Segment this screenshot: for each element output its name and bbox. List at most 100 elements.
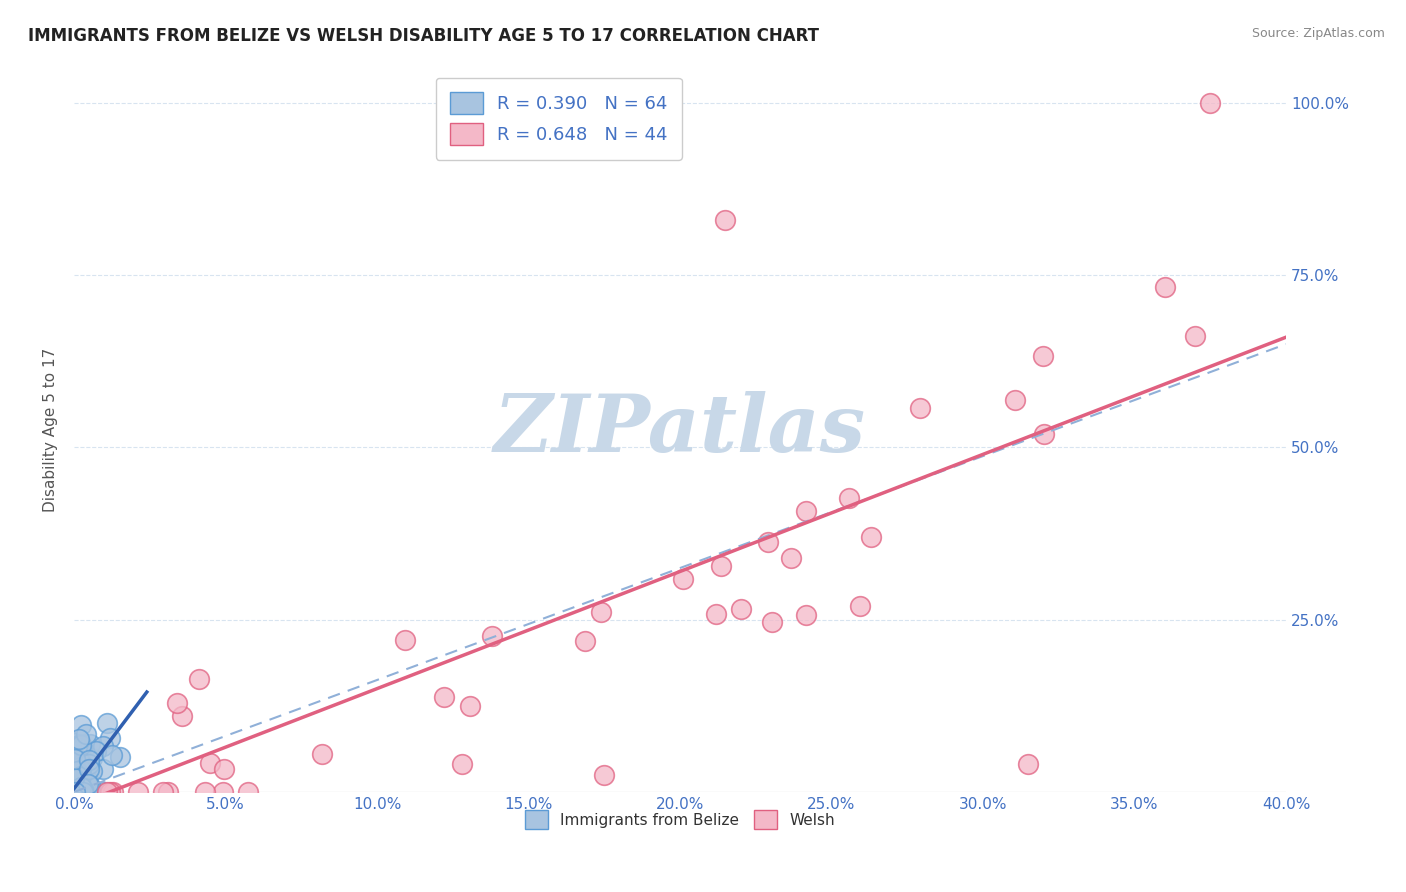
Point — [593, 768, 616, 782]
Point — [730, 601, 752, 615]
Point — [76, 785, 98, 799]
Point — [66, 773, 89, 788]
Point — [84, 744, 107, 758]
Text: IMMIGRANTS FROM BELIZE VS WELSH DISABILITY AGE 5 TO 17 CORRELATION CHART: IMMIGRANTS FROM BELIZE VS WELSH DISABILI… — [28, 27, 820, 45]
Point — [76, 776, 98, 790]
Point — [574, 633, 596, 648]
Point — [152, 785, 174, 799]
Point — [67, 753, 90, 767]
Point — [591, 605, 613, 619]
Point — [1184, 329, 1206, 343]
Point — [72, 785, 94, 799]
Point — [72, 773, 94, 788]
Point — [910, 401, 932, 415]
Point — [69, 764, 91, 778]
Point — [63, 783, 86, 797]
Point — [70, 774, 93, 789]
Point — [67, 732, 90, 747]
Point — [80, 764, 103, 779]
Point — [236, 785, 259, 799]
Point — [63, 785, 86, 799]
Point — [91, 785, 114, 799]
Point — [69, 737, 91, 751]
Point — [96, 716, 118, 731]
Point — [69, 769, 91, 783]
Point — [91, 762, 114, 776]
Point — [101, 785, 124, 799]
Y-axis label: Disability Age 5 to 17: Disability Age 5 to 17 — [44, 348, 58, 512]
Point — [860, 530, 883, 544]
Point — [67, 739, 90, 753]
Text: Source: ZipAtlas.com: Source: ZipAtlas.com — [1251, 27, 1385, 40]
Point — [70, 738, 93, 752]
Point — [671, 572, 693, 586]
Point — [1199, 95, 1222, 110]
Point — [63, 736, 86, 750]
Point — [63, 771, 86, 785]
Text: ZIPatlas: ZIPatlas — [494, 392, 866, 469]
Point — [212, 762, 235, 776]
Point — [72, 785, 94, 799]
Point — [79, 779, 101, 793]
Point — [794, 608, 817, 623]
Point — [200, 756, 222, 770]
Point — [73, 785, 96, 799]
Point — [714, 213, 737, 227]
Point — [110, 750, 132, 764]
Point — [311, 747, 333, 761]
Point — [69, 780, 91, 795]
Point — [66, 780, 89, 795]
Point — [69, 760, 91, 774]
Point — [838, 491, 860, 506]
Point — [77, 762, 100, 776]
Point — [80, 785, 103, 799]
Point — [1153, 280, 1175, 294]
Point — [1017, 757, 1039, 772]
Point — [67, 776, 90, 790]
Point — [780, 551, 803, 566]
Point — [194, 785, 217, 799]
Point — [75, 761, 97, 775]
Point — [756, 534, 779, 549]
Point — [77, 752, 100, 766]
Point — [96, 785, 118, 799]
Point — [188, 673, 211, 687]
Point — [75, 727, 97, 741]
Point — [65, 752, 87, 766]
Point — [166, 696, 188, 710]
Point — [704, 607, 727, 621]
Point — [127, 785, 149, 799]
Point — [91, 739, 114, 753]
Point — [66, 784, 89, 798]
Point — [79, 737, 101, 751]
Point — [458, 698, 481, 713]
Point — [66, 783, 89, 797]
Point — [70, 718, 93, 732]
Point — [69, 739, 91, 753]
Point — [212, 785, 235, 799]
Point — [170, 709, 193, 723]
Point — [65, 764, 87, 779]
Point — [83, 785, 105, 799]
Point — [1032, 427, 1054, 442]
Point — [72, 761, 94, 775]
Point — [77, 777, 100, 791]
Point — [72, 782, 94, 797]
Point — [76, 772, 98, 786]
Point — [451, 756, 474, 771]
Point — [794, 503, 817, 517]
Point — [63, 785, 86, 799]
Point — [100, 731, 122, 746]
Point — [72, 740, 94, 755]
Point — [101, 747, 124, 762]
Point — [73, 785, 96, 799]
Point — [433, 690, 456, 704]
Point — [70, 785, 93, 799]
Legend: Immigrants from Belize, Welsh: Immigrants from Belize, Welsh — [519, 804, 841, 835]
Point — [79, 756, 101, 771]
Point — [481, 629, 503, 643]
Point — [1032, 350, 1054, 364]
Point — [98, 785, 121, 799]
Point — [69, 785, 91, 799]
Point — [70, 756, 93, 770]
